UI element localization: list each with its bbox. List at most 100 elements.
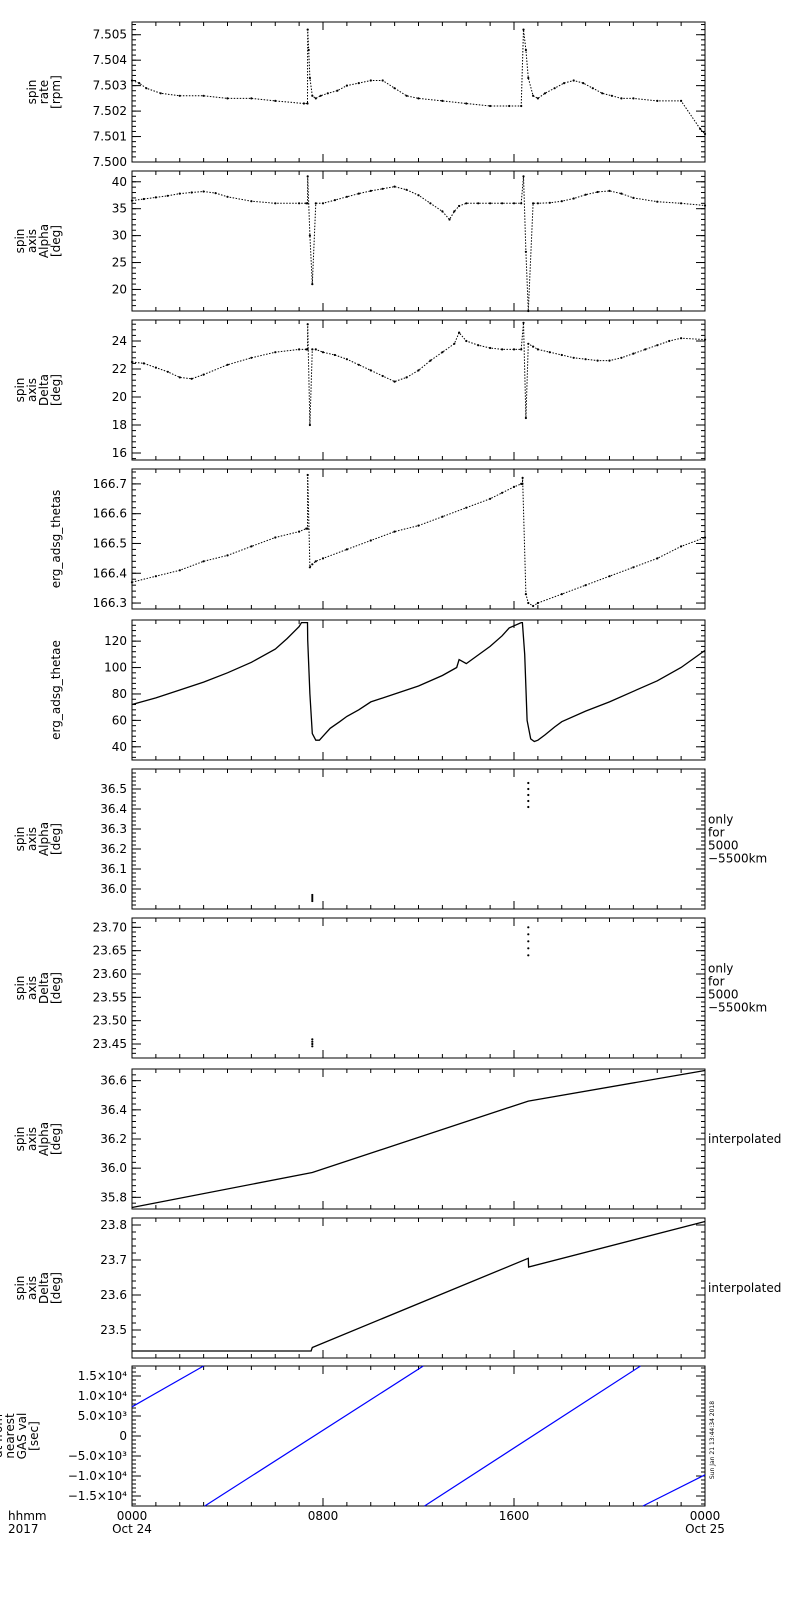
plot-frame <box>131 1365 706 1507</box>
data-point <box>274 351 277 354</box>
data-point <box>369 539 372 542</box>
y-tick-label: 20 <box>112 390 127 404</box>
series-line <box>642 1474 706 1507</box>
data-point <box>465 102 468 105</box>
y-tick-label: 20 <box>112 282 127 296</box>
data-point <box>680 99 683 102</box>
data-point <box>130 360 134 364</box>
data-point <box>508 104 511 108</box>
y-axis-label: Alpha <box>37 1122 51 1156</box>
data-point <box>527 787 530 791</box>
y-tick-label: 0 <box>119 1429 127 1443</box>
data-point <box>524 250 528 253</box>
data-point <box>178 192 181 195</box>
data-point <box>441 210 444 213</box>
data-point <box>527 309 530 313</box>
data-point <box>154 366 157 369</box>
series-line <box>132 1220 706 1352</box>
data-point <box>311 1042 314 1046</box>
data-point <box>548 351 551 354</box>
y-tick-label: −5.0×10³ <box>68 1449 127 1463</box>
data-point <box>314 560 317 563</box>
data-point <box>308 234 311 237</box>
panel-10: −1.5×10⁴ −1.0×10⁴ −5.0×10³ 0 5.0×10³ 1.0×10⁴ 1… <box>0 1365 706 1507</box>
data-point <box>527 940 530 943</box>
data-point <box>668 339 671 343</box>
data-point <box>644 348 647 351</box>
plot-frame <box>131 468 706 610</box>
data-point <box>381 187 384 190</box>
data-point <box>190 377 193 380</box>
data-point <box>524 48 528 52</box>
y-axis-label: erg_adsg_thetas <box>49 490 63 589</box>
data-point <box>601 92 604 95</box>
data-point <box>680 545 683 548</box>
x-tick-date: Oct 25 <box>685 1522 725 1536</box>
side-note: −5500km <box>708 852 767 866</box>
data-point <box>703 132 707 136</box>
data-point <box>527 781 530 785</box>
data-point <box>145 87 148 90</box>
data-point <box>536 348 540 351</box>
data-point <box>311 895 314 899</box>
data-point <box>130 79 134 82</box>
y-axis-label: axis <box>25 229 39 253</box>
data-point <box>319 94 322 97</box>
y-tick-label: 36.5 <box>100 782 127 796</box>
y-tick-label: 16 <box>112 446 127 460</box>
data-point <box>357 82 360 85</box>
side-note: interpolated <box>708 1132 781 1146</box>
data-point <box>429 359 432 362</box>
y-axis-label: rate <box>37 80 51 104</box>
data-point <box>178 569 181 572</box>
data-point <box>560 353 563 357</box>
series-trace <box>131 474 706 607</box>
data-point <box>274 202 277 205</box>
data-point <box>311 563 314 566</box>
data-point <box>680 337 683 340</box>
data-point <box>536 601 540 605</box>
data-point <box>393 530 396 533</box>
data-point <box>512 485 516 488</box>
y-tick-label: 7.501 <box>93 130 127 144</box>
data-point <box>527 954 530 957</box>
data-point <box>703 536 707 539</box>
data-point <box>417 194 420 197</box>
data-point <box>250 356 253 359</box>
y-axis-label: dt from <box>0 1414 5 1458</box>
y-tick-label: 40 <box>112 175 127 189</box>
y-tick-label: 7.504 <box>93 53 127 67</box>
data-point <box>524 416 528 420</box>
data-point <box>429 202 432 205</box>
plot-frame <box>131 917 706 1059</box>
series-line <box>131 621 706 743</box>
y-axis-label: [deg] <box>49 972 63 1004</box>
data-point <box>563 82 566 85</box>
y-axis-label: spin <box>13 1276 27 1301</box>
data-point <box>703 204 707 207</box>
data-point <box>536 97 540 100</box>
data-point <box>250 545 253 548</box>
y-tick-label: 30 <box>112 229 127 243</box>
panel-6: 36.0 36.1 36.2 36.3 36.4 36.5 spinaxisAlpha[de… <box>13 768 767 910</box>
data-point <box>465 339 468 343</box>
data-point <box>527 947 530 950</box>
data-point <box>520 202 523 205</box>
data-point <box>608 359 611 362</box>
data-point <box>532 604 535 608</box>
y-axis-label: [deg] <box>49 374 63 406</box>
data-point <box>298 530 301 533</box>
y-axis-label: Alpha <box>37 224 51 258</box>
data-point <box>130 199 134 202</box>
y-tick-label: 7.505 <box>93 28 127 42</box>
data-point <box>142 362 145 365</box>
data-point <box>512 202 516 205</box>
data-point <box>527 799 530 803</box>
data-point <box>536 202 540 205</box>
y-tick-label: −1.0×10⁴ <box>68 1469 127 1483</box>
data-point <box>501 348 504 351</box>
x-axis-year: 2017 <box>8 1522 39 1536</box>
data-point <box>393 185 396 188</box>
